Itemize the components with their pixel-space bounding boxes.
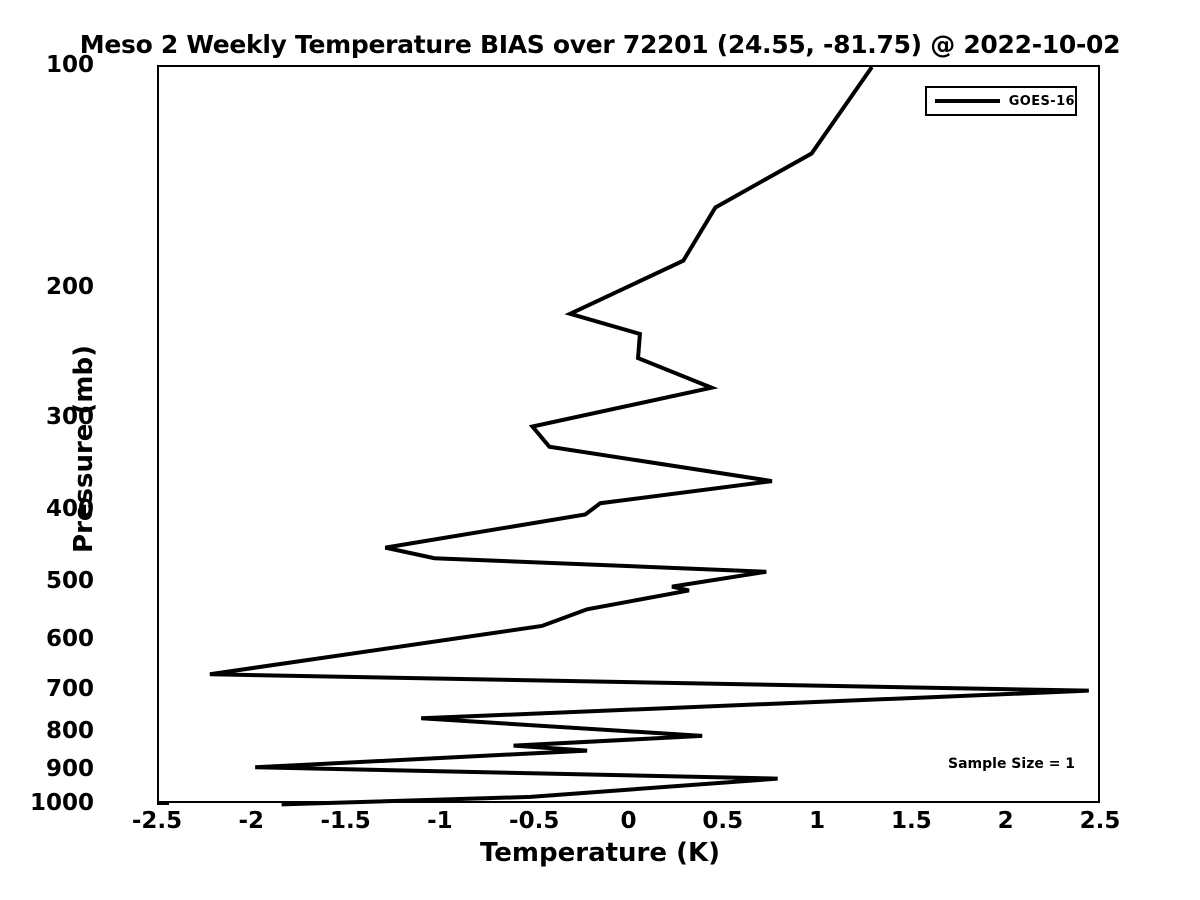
y-tick-mark-1000 <box>157 803 169 805</box>
x-tick-label-2: 2 <box>997 808 1014 834</box>
x-tick-label-0.5: 0.5 <box>702 808 744 834</box>
y-tick-label-400: 400 <box>45 496 94 523</box>
chart-title: Meso 2 Weekly Temperature BIAS over 7220… <box>79 30 1121 59</box>
data-series-layer <box>209 65 1089 807</box>
legend[interactable]: GOES-16 <box>925 86 1077 116</box>
y-tick-label-300: 300 <box>45 404 94 431</box>
y-tick-label-200: 200 <box>45 274 94 301</box>
x-tick-label-0: 0 <box>620 808 637 834</box>
series-line-goes-16 <box>209 65 1089 807</box>
y-axis-label: Pressure (mb) <box>69 345 99 553</box>
y-tick-label-800: 800 <box>45 718 94 745</box>
x-tick-label-2.5: 2.5 <box>1079 808 1121 834</box>
x-tick-label-1.5: 1.5 <box>891 808 932 834</box>
x-tick-label--2: -2 <box>238 808 265 834</box>
plot-area <box>157 65 1100 807</box>
y-tick-label-1000: 1000 <box>29 790 94 816</box>
y-tick-label-500: 500 <box>45 567 94 594</box>
legend-line-swatch <box>935 99 1000 103</box>
y-tick-label-700: 700 <box>45 675 94 702</box>
x-axis-label: Temperature (K) <box>480 838 720 868</box>
y-tick-label-100: 100 <box>45 52 94 78</box>
sample-size-annotation: Sample Size = 1 <box>948 756 1076 772</box>
y-tick-label-900: 900 <box>45 756 94 783</box>
legend-label-goes-16: GOES-16 <box>1008 93 1075 109</box>
x-tick-label--1: -1 <box>427 808 453 834</box>
y-tick-label-600: 600 <box>45 626 94 653</box>
x-tick-label--1.5: -1.5 <box>320 808 371 834</box>
x-tick-label-1: 1 <box>809 808 826 834</box>
x-tick-label--0.5: -0.5 <box>509 808 560 834</box>
x-tick-label--2.5: -2.5 <box>131 808 183 834</box>
